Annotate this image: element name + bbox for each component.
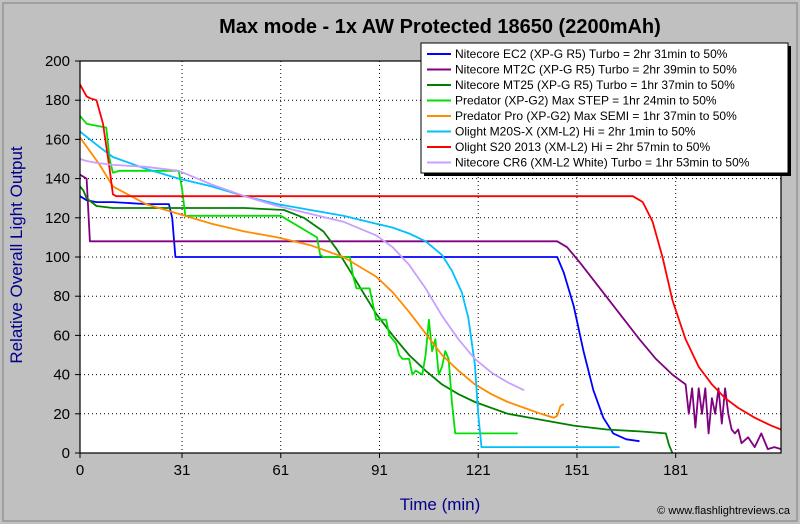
series-line-1 [79, 195, 640, 443]
x-tick-label: 121 [466, 462, 491, 479]
legend-box [420, 42, 789, 174]
series-line-2 [79, 173, 782, 451]
y-tick-label: 100 [45, 249, 70, 266]
series-line-7 [79, 84, 782, 431]
y-tick-label: 20 [53, 406, 70, 423]
series-line-8 [79, 158, 525, 392]
legend-entry-8: Nitecore CR6 (XM-L2 White) Turbo = 1hr 5… [455, 156, 750, 170]
legend-entry-4: Predator (XP-G2) Max STEP = 1hr 24min to… [455, 94, 717, 108]
y-tick-label: 160 [45, 131, 70, 148]
y-tick-label: 0 [62, 445, 70, 462]
x-tick-label: 91 [371, 462, 388, 479]
y-tick-label: 180 [45, 92, 70, 109]
y-tick-label: 40 [53, 367, 70, 384]
x-tick-label: 151 [564, 462, 589, 479]
legend-entry-5: Predator Pro (XP-G2) Max SEMI = 1hr 37mi… [455, 109, 737, 123]
legend-entry-7: Olight S20 2013 (XM-L2) Hi = 2hr 57min t… [455, 140, 710, 154]
x-tick-label: 31 [174, 462, 191, 479]
legend-entry-3: Nitecore MT25 (XP-G R5) Turbo = 1hr 37mi… [455, 78, 735, 92]
y-tick-label: 120 [45, 210, 70, 227]
legend-entry-1: Nitecore EC2 (XP-G R5) Turbo = 2hr 31min… [455, 47, 728, 61]
y-tick-label: 60 [53, 327, 70, 344]
x-axis-ticks: 0 31 61 91 121 151 181 [76, 453, 688, 479]
x-tick-label: 61 [272, 462, 289, 479]
series-line-4 [79, 115, 518, 435]
x-axis-label: Time (min) [400, 495, 481, 514]
y-tick-label: 200 [45, 53, 70, 70]
series-line-5 [79, 136, 565, 419]
series-layer [79, 84, 782, 454]
x-tick-label: 181 [663, 462, 688, 479]
y-tick-label: 140 [45, 171, 70, 188]
x-tick-label: 0 [76, 462, 84, 479]
chart-title: Max mode - 1x AW Protected 18650 (2200mA… [219, 16, 661, 38]
y-axis-ticks: 0 20 40 60 80 100 120 140 160 180 200 [45, 53, 80, 462]
y-axis-label: Relative Overall Light Output [7, 146, 26, 364]
legend-entry-6: Olight M20S-X (XM-L2) Hi = 2hr 1min to 5… [455, 125, 696, 139]
legend-entry-2: Nitecore MT2C (XP-G R5) Turbo = 2hr 39mi… [455, 63, 737, 77]
series-line-6 [79, 130, 620, 449]
y-tick-label: 80 [53, 288, 70, 305]
series-line-3 [79, 185, 674, 454]
credit-text: © www.flashlightreviews.ca [657, 505, 791, 517]
legend: Nitecore EC2 (XP-G R5) Turbo = 2hr 31min… [420, 42, 791, 176]
